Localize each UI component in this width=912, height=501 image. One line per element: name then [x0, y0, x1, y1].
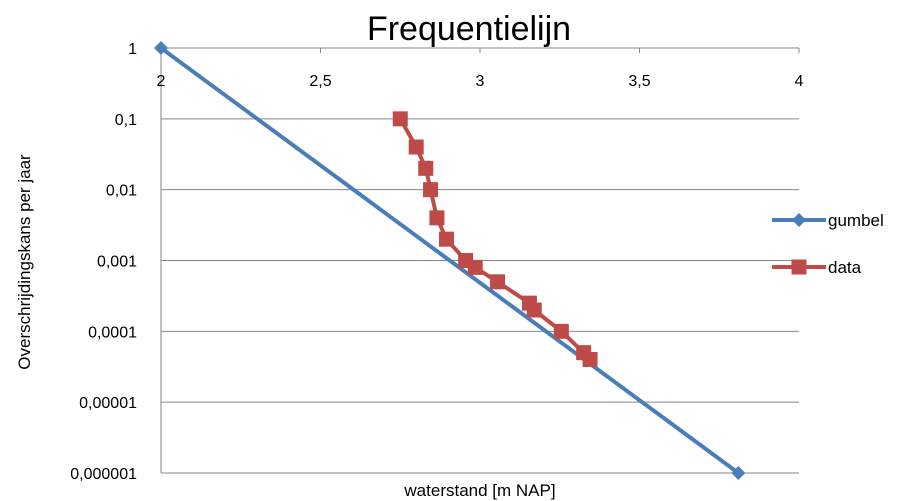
legend: gumbel data — [772, 211, 884, 277]
x-tick-label: 3 — [476, 73, 485, 90]
x-tick-label: 2 — [157, 73, 166, 90]
series-gumbel — [154, 41, 746, 480]
x-tick-label: 3,5 — [628, 73, 650, 90]
legend-marker — [792, 213, 806, 227]
x-axis-title: waterstand [m NAP] — [403, 481, 555, 500]
data-point-gumbel — [154, 41, 168, 55]
legend-label: data — [828, 258, 862, 277]
y-tick-label: 0,01 — [106, 183, 137, 200]
x-tick-label: 2,5 — [309, 73, 331, 90]
data-point-data — [439, 231, 455, 247]
y-tick-label: 0,001 — [97, 254, 137, 271]
data-point-data — [418, 160, 434, 176]
y-tick-label: 0,00001 — [79, 395, 137, 412]
y-tick-label: 0,000001 — [70, 466, 137, 483]
y-tick-label: 1 — [128, 41, 137, 58]
legend-item-gumbel: gumbel — [772, 211, 884, 230]
legend-marker — [791, 259, 807, 275]
series-layer — [154, 41, 746, 480]
axes — [160, 47, 800, 474]
data-point-gumbel — [731, 466, 746, 480]
series-line-gumbel — [159, 46, 740, 475]
data-point-data — [408, 139, 424, 155]
y-tick-label: 0,1 — [115, 112, 137, 129]
data-point-data — [490, 274, 506, 290]
y-tick-labels: 1 0,1 0,01 0,001 0,0001 0,00001 0,000001 — [70, 41, 137, 483]
data-point-data — [582, 352, 598, 368]
chart-title: Frequentielijn — [367, 10, 571, 48]
x-tick-label: 4 — [795, 73, 804, 90]
series-line-data — [398, 117, 592, 361]
series-data — [392, 111, 598, 368]
legend-label: gumbel — [828, 211, 884, 230]
data-point-data — [526, 302, 542, 318]
data-point-data — [553, 323, 569, 339]
data-point-data — [423, 182, 439, 198]
legend-item-data: data — [772, 258, 862, 277]
y-axis-title: Overschrijdingskans per jaar — [15, 154, 34, 370]
data-point-data — [429, 210, 445, 226]
x-tick-labels: 2 2,5 3 3,5 4 — [157, 73, 804, 90]
data-point-data — [392, 111, 408, 127]
data-point-data — [467, 259, 483, 275]
y-tick-label: 0,0001 — [88, 324, 137, 341]
